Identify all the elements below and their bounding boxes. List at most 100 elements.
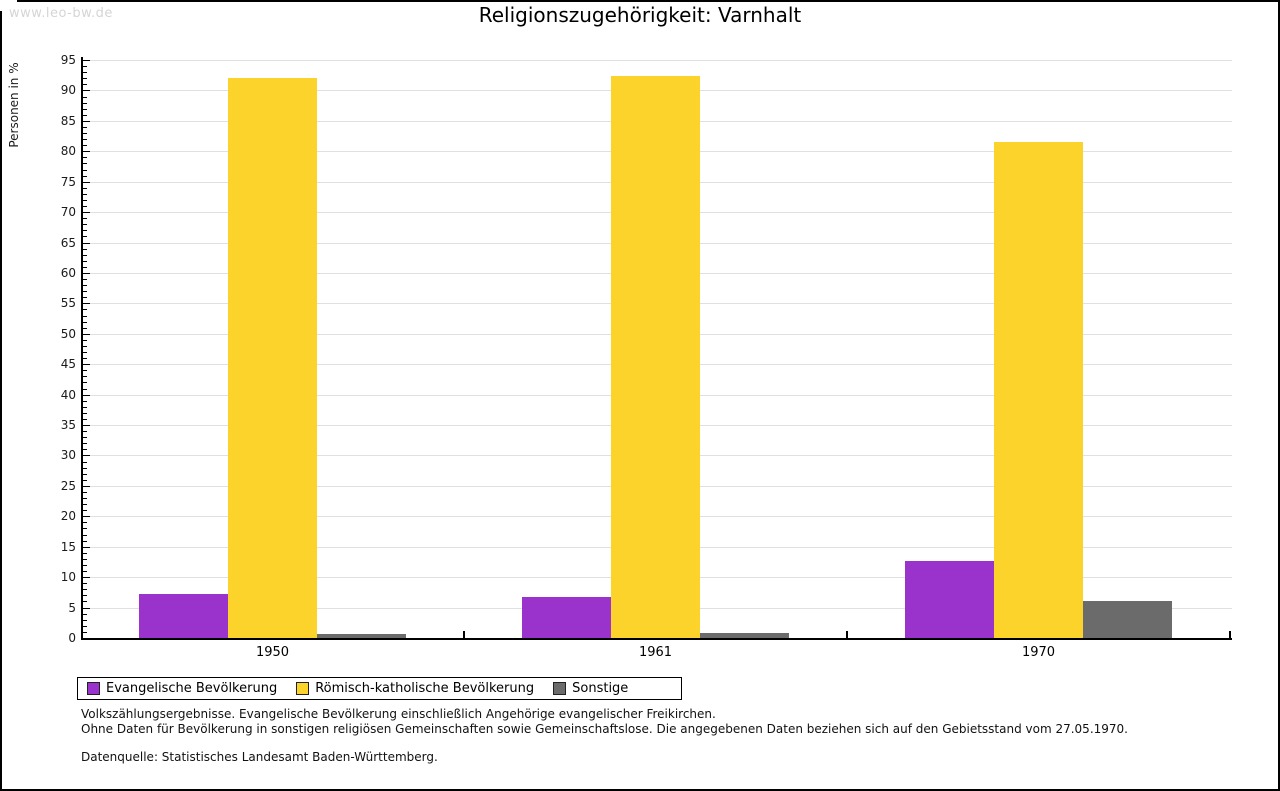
y-minor-tick	[83, 564, 87, 566]
y-minor-tick	[83, 370, 87, 372]
y-minor-tick	[83, 236, 87, 238]
bar-1970-series-2	[1083, 600, 1173, 638]
y-tick-label: 30	[60, 448, 76, 463]
bar-1970-series-0	[904, 560, 994, 638]
chart-title: Religionszugehörigkeit: Varnhalt	[478, 3, 802, 27]
y-minor-tick	[83, 589, 87, 591]
y-minor-tick	[83, 358, 87, 360]
y-major-tick	[83, 151, 90, 153]
footnote-line-2: Ohne Daten für Bevölkerung in sonstigen …	[81, 722, 1128, 736]
y-tick-label: 35	[60, 418, 76, 433]
y-minor-tick	[83, 431, 87, 433]
legend-item-2: Sonstige	[553, 681, 628, 696]
y-tick-label: 65	[60, 235, 76, 250]
y-minor-tick	[83, 193, 87, 195]
y-tick-label: 70	[60, 205, 76, 220]
footnotes: Volkszählungsergebnisse. Evangelische Be…	[81, 707, 1240, 765]
y-minor-tick	[83, 84, 87, 86]
y-tick-label: 50	[60, 326, 76, 341]
y-minor-tick	[83, 558, 87, 560]
y-tick-label: 75	[60, 174, 76, 189]
gridline	[83, 60, 1232, 61]
y-minor-tick	[83, 522, 87, 524]
legend-label-1: Römisch-katholische Bevölkerung	[315, 681, 535, 696]
y-major-tick	[83, 546, 90, 548]
y-tick-label: 5	[68, 600, 76, 615]
y-minor-tick	[83, 254, 87, 256]
y-minor-tick	[83, 126, 87, 128]
y-minor-tick	[83, 498, 87, 500]
bar-1961-series-1	[610, 75, 701, 638]
y-minor-tick	[83, 491, 87, 493]
legend-item-0: Evangelische Bevölkerung	[87, 681, 277, 696]
y-minor-tick	[83, 96, 87, 98]
y-minor-tick	[83, 230, 87, 232]
bar-1961-series-2	[700, 633, 790, 638]
y-major-tick	[83, 485, 90, 487]
legend-label-2: Sonstige	[572, 681, 629, 696]
y-minor-tick	[83, 285, 87, 287]
y-major-tick	[83, 333, 90, 335]
y-minor-tick	[83, 133, 87, 134]
y-minor-tick	[83, 157, 87, 159]
y-minor-tick	[83, 206, 87, 208]
y-minor-tick	[83, 72, 87, 74]
y-minor-tick	[83, 187, 87, 189]
y-minor-tick	[83, 601, 87, 603]
bar-1961-series-0	[521, 597, 611, 638]
x-boundary-tick	[463, 631, 465, 638]
y-tick-label: 40	[60, 387, 76, 402]
y-major-tick	[83, 577, 90, 579]
y-major-tick	[83, 272, 90, 274]
y-minor-tick	[83, 339, 87, 341]
x-axis-line	[81, 638, 1232, 640]
y-major-tick	[83, 181, 90, 183]
bar-1950-series-0	[138, 593, 228, 638]
y-minor-tick	[83, 534, 87, 536]
y-minor-tick	[83, 248, 87, 250]
y-minor-tick	[83, 437, 87, 439]
y-tick-label: 80	[60, 144, 76, 159]
y-major-tick	[83, 60, 90, 61]
y-minor-tick	[83, 218, 87, 220]
y-minor-tick	[83, 199, 87, 201]
y-minor-tick	[83, 552, 87, 554]
legend-swatch-0	[87, 682, 100, 695]
y-major-tick	[83, 394, 90, 396]
y-axis-line	[81, 57, 83, 640]
y-tick-label: 90	[60, 83, 76, 98]
legend: Evangelische Bevölkerung Römisch-katholis…	[77, 677, 682, 700]
y-tick-label: 95	[60, 53, 76, 67]
y-major-tick	[83, 120, 90, 122]
y-minor-tick	[83, 619, 87, 621]
y-minor-tick	[83, 528, 87, 530]
y-tick-label: 45	[60, 357, 76, 372]
y-minor-tick	[83, 321, 87, 323]
bar-1950-series-2	[317, 634, 407, 638]
y-tick-label: 25	[60, 478, 76, 493]
y-minor-tick	[83, 108, 87, 110]
y-minor-tick	[83, 114, 87, 116]
y-minor-tick	[83, 400, 87, 402]
y-minor-tick	[83, 613, 87, 615]
y-minor-tick	[83, 388, 87, 390]
x-boundary-tick	[846, 631, 848, 638]
y-minor-tick	[83, 406, 87, 408]
y-minor-tick	[83, 102, 87, 104]
y-minor-tick	[83, 443, 87, 445]
y-minor-tick	[83, 625, 87, 627]
watermark: www.leo-bw.de	[9, 6, 113, 21]
y-minor-tick	[83, 224, 87, 226]
footnote-line-1: Volkszählungsergebnisse. Evangelische Be…	[81, 707, 716, 721]
y-minor-tick	[83, 297, 87, 299]
y-minor-tick	[83, 78, 87, 80]
y-minor-tick	[83, 163, 87, 165]
y-major-tick	[83, 455, 90, 457]
y-minor-tick	[83, 510, 87, 512]
legend-swatch-1	[296, 682, 310, 695]
x-tick-label-1970: 1970	[1021, 645, 1056, 660]
y-minor-tick	[83, 145, 87, 147]
y-major-tick	[83, 607, 90, 609]
